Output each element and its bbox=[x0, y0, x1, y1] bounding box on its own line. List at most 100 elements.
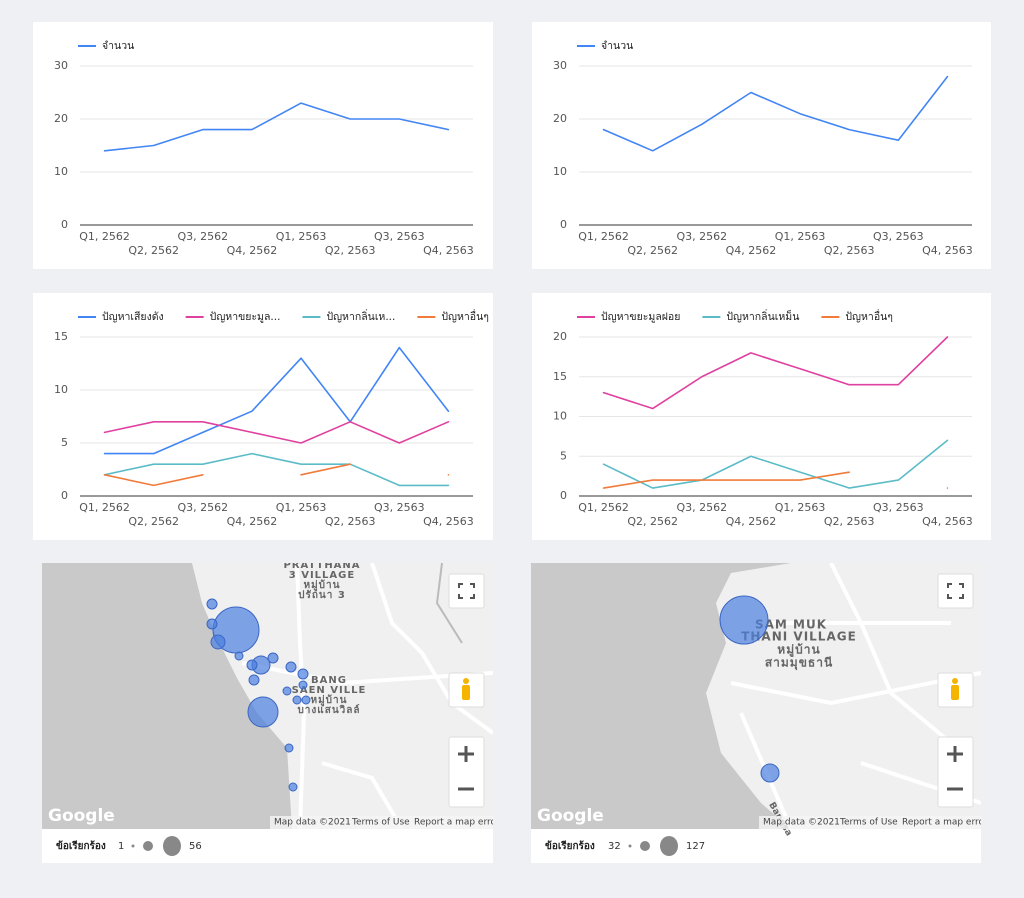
series-line bbox=[602, 439, 949, 489]
x-tick-label: Q2, 2563 bbox=[824, 244, 875, 257]
legend-max: 127 bbox=[686, 841, 705, 852]
legend-min: 32 bbox=[608, 841, 621, 852]
google-logo: Google bbox=[537, 806, 604, 826]
attribution-bar bbox=[270, 816, 493, 829]
legend-label: ปัญหาเสียงดัง bbox=[102, 310, 164, 323]
place-label: หมู่บ้าน bbox=[777, 643, 820, 658]
x-tick-label: Q3, 2562 bbox=[676, 230, 727, 243]
x-tick-label: Q3, 2563 bbox=[374, 230, 425, 243]
legend-label: จำนวน bbox=[102, 40, 134, 52]
pegman-icon bbox=[951, 685, 959, 700]
map-bubble bbox=[247, 696, 279, 728]
legend-title: ข้อเรียกร้อง bbox=[56, 840, 106, 852]
place-label: หมู่บ้าน bbox=[304, 579, 341, 592]
place-label: ปรัถนา 3 bbox=[298, 589, 346, 601]
google-logo: Google bbox=[48, 806, 115, 826]
x-tick-label: Q1, 2562 bbox=[79, 230, 130, 243]
chart-card: 0 5 10 15 20 Q1, 2562 Q2, 2562 Q3, 2562 Q4, 2562… bbox=[532, 293, 991, 540]
place-label: สามมุขธานี bbox=[765, 656, 833, 671]
map-sea bbox=[42, 563, 292, 829]
x-tick-label: Q1, 2563 bbox=[775, 230, 826, 243]
chart-card: 0 10 20 30 Q1, 2562 Q2, 2562 Q3, 2562 Q4, 2562 Q… bbox=[33, 22, 493, 269]
place-label: บางแสนวิลล์ bbox=[297, 704, 360, 716]
fullscreen-icon bbox=[458, 583, 475, 599]
map-bubble bbox=[292, 695, 302, 705]
report-link[interactable]: Report a map error bbox=[902, 818, 988, 828]
map-bubble bbox=[285, 661, 297, 673]
x-tick-label: Q1, 2563 bbox=[775, 501, 826, 514]
series-line bbox=[602, 336, 949, 410]
y-tick-label: 30 bbox=[553, 59, 567, 72]
x-tick-label: Q3, 2563 bbox=[873, 230, 924, 243]
series-line bbox=[103, 346, 450, 455]
map-card: SAM MUK THANI VILLAGE หมู่บ้าน สามมุขธาน… bbox=[531, 562, 988, 863]
y-tick-label: 0 bbox=[61, 489, 68, 502]
series-line bbox=[103, 102, 450, 152]
map-data: Map data ©2021 bbox=[763, 818, 840, 828]
map-bubble bbox=[210, 634, 226, 650]
map-bubble bbox=[282, 686, 292, 696]
x-tick-label: Q2, 2562 bbox=[627, 515, 678, 528]
map-bubble bbox=[206, 618, 218, 630]
legend-dot bbox=[628, 844, 632, 848]
legend-label: ปัญหาขยะมูลฝอย bbox=[601, 311, 680, 323]
map-bubble bbox=[267, 652, 279, 664]
x-tick-label: Q1, 2562 bbox=[79, 501, 130, 514]
y-tick-label: 15 bbox=[54, 330, 68, 343]
terms-link[interactable]: Terms of Use bbox=[351, 818, 410, 828]
map-bubble bbox=[297, 668, 309, 680]
chart-card: 0 5 10 15 Q1, 2562 Q2, 2562 Q3, 2562 Q4, 2562 Q1… bbox=[33, 293, 493, 540]
fullscreen-button[interactable] bbox=[448, 573, 485, 609]
y-tick-label: 0 bbox=[560, 489, 567, 502]
y-tick-label: 15 bbox=[553, 370, 567, 383]
map-bubble bbox=[298, 680, 308, 690]
legend-small bbox=[640, 841, 650, 851]
zoom-in[interactable] bbox=[947, 746, 963, 762]
pegman-icon bbox=[952, 678, 958, 684]
x-tick-label: Q3, 2563 bbox=[374, 501, 425, 514]
series-line bbox=[103, 452, 450, 487]
y-tick-label: 10 bbox=[553, 165, 567, 178]
series-line bbox=[602, 471, 949, 489]
terms-link[interactable]: Terms of Use bbox=[839, 818, 898, 828]
x-tick-label: Q4, 2562 bbox=[227, 515, 278, 528]
map-bubble bbox=[248, 674, 260, 686]
attribution-bar bbox=[759, 816, 981, 829]
pegman-icon bbox=[463, 678, 469, 684]
legend-label: ปัญหาอื่นๆ bbox=[845, 309, 893, 323]
y-tick-label: 5 bbox=[560, 449, 567, 462]
zoom-in[interactable] bbox=[458, 746, 474, 762]
legend-label: ปัญหากลิ่นเหม็น bbox=[726, 309, 799, 323]
zoom-control bbox=[937, 736, 974, 808]
x-tick-label: Q4, 2562 bbox=[726, 515, 777, 528]
map: SAM MUK THANI VILLAGE หมู่บ้าน สามมุขธาน… bbox=[531, 562, 988, 856]
map-data: Map data ©2021 bbox=[274, 818, 351, 828]
y-tick-label: 20 bbox=[553, 112, 567, 125]
y-tick-label: 10 bbox=[54, 383, 68, 396]
report-link[interactable]: Report a map error bbox=[414, 818, 500, 828]
series-line bbox=[602, 75, 949, 152]
place-label: SAEN VILLE bbox=[292, 685, 367, 696]
y-tick-label: 30 bbox=[54, 59, 68, 72]
legend-label: ปัญหากลิ่นเห... bbox=[326, 309, 395, 323]
x-tick-label: Q3, 2563 bbox=[873, 501, 924, 514]
x-tick-label: Q4, 2563 bbox=[423, 244, 474, 257]
map-sea bbox=[531, 563, 791, 829]
map-river bbox=[435, 562, 463, 644]
fullscreen-button[interactable] bbox=[937, 573, 974, 609]
legend-label: ปัญหาอื่นๆ bbox=[441, 309, 489, 323]
legend-dot bbox=[131, 844, 135, 848]
x-tick-label: Q2, 2563 bbox=[325, 244, 376, 257]
map-bubble bbox=[234, 651, 244, 661]
place-label: PRATTHANA bbox=[283, 563, 360, 571]
y-tick-label: 20 bbox=[54, 112, 68, 125]
series-line bbox=[103, 421, 450, 444]
x-tick-label: Q1, 2562 bbox=[578, 501, 629, 514]
legend-title: ข้อเรียกร้อง bbox=[545, 840, 595, 852]
x-tick-label: Q3, 2562 bbox=[177, 230, 228, 243]
